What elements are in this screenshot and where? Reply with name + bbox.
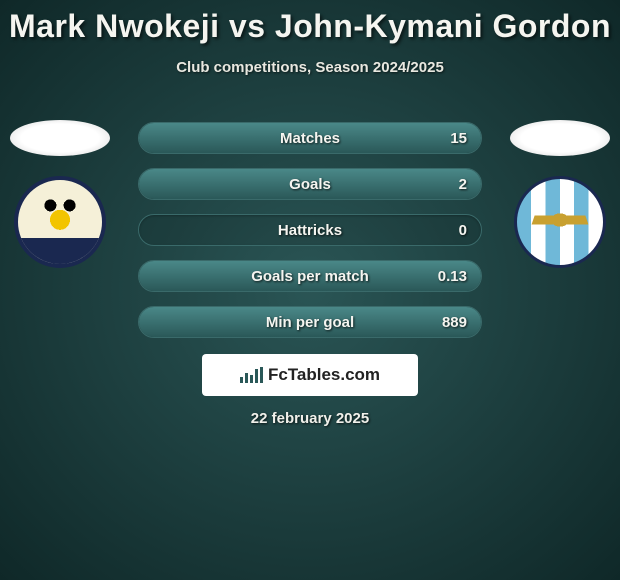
stat-label: Matches bbox=[139, 123, 481, 153]
comparison-infographic: Mark Nwokeji vs John-Kymani Gordon Club … bbox=[0, 0, 620, 580]
page-title: Mark Nwokeji vs John-Kymani Gordon bbox=[0, 0, 620, 45]
stat-value: 0.13 bbox=[438, 261, 467, 291]
stat-label: Goals bbox=[139, 169, 481, 199]
stat-rows: Matches 15 Goals 2 Hattricks 0 Goals per… bbox=[138, 122, 482, 338]
stat-label: Min per goal bbox=[139, 307, 481, 337]
date-label: 22 february 2025 bbox=[0, 410, 620, 427]
player-silhouette-right bbox=[510, 120, 610, 156]
stat-value: 15 bbox=[450, 123, 467, 153]
stat-value: 889 bbox=[442, 307, 467, 337]
stat-value: 0 bbox=[459, 215, 467, 245]
left-player-column bbox=[0, 120, 120, 268]
brand-label: FcTables.com bbox=[268, 365, 380, 385]
club-badge-left bbox=[14, 176, 106, 268]
bar-chart-icon bbox=[240, 367, 262, 383]
stat-label: Hattricks bbox=[139, 215, 481, 245]
stat-label: Goals per match bbox=[139, 261, 481, 291]
stat-value: 2 bbox=[459, 169, 467, 199]
stat-row-min-per-goal: Min per goal 889 bbox=[138, 306, 482, 338]
club-badge-right bbox=[514, 176, 606, 268]
stat-row-matches: Matches 15 bbox=[138, 122, 482, 154]
stat-row-goals: Goals 2 bbox=[138, 168, 482, 200]
stat-row-goals-per-match: Goals per match 0.13 bbox=[138, 260, 482, 292]
right-player-column bbox=[500, 120, 620, 268]
subtitle: Club competitions, Season 2024/2025 bbox=[0, 59, 620, 76]
stat-row-hattricks: Hattricks 0 bbox=[138, 214, 482, 246]
player-silhouette-left bbox=[10, 120, 110, 156]
brand-box: FcTables.com bbox=[202, 354, 418, 396]
